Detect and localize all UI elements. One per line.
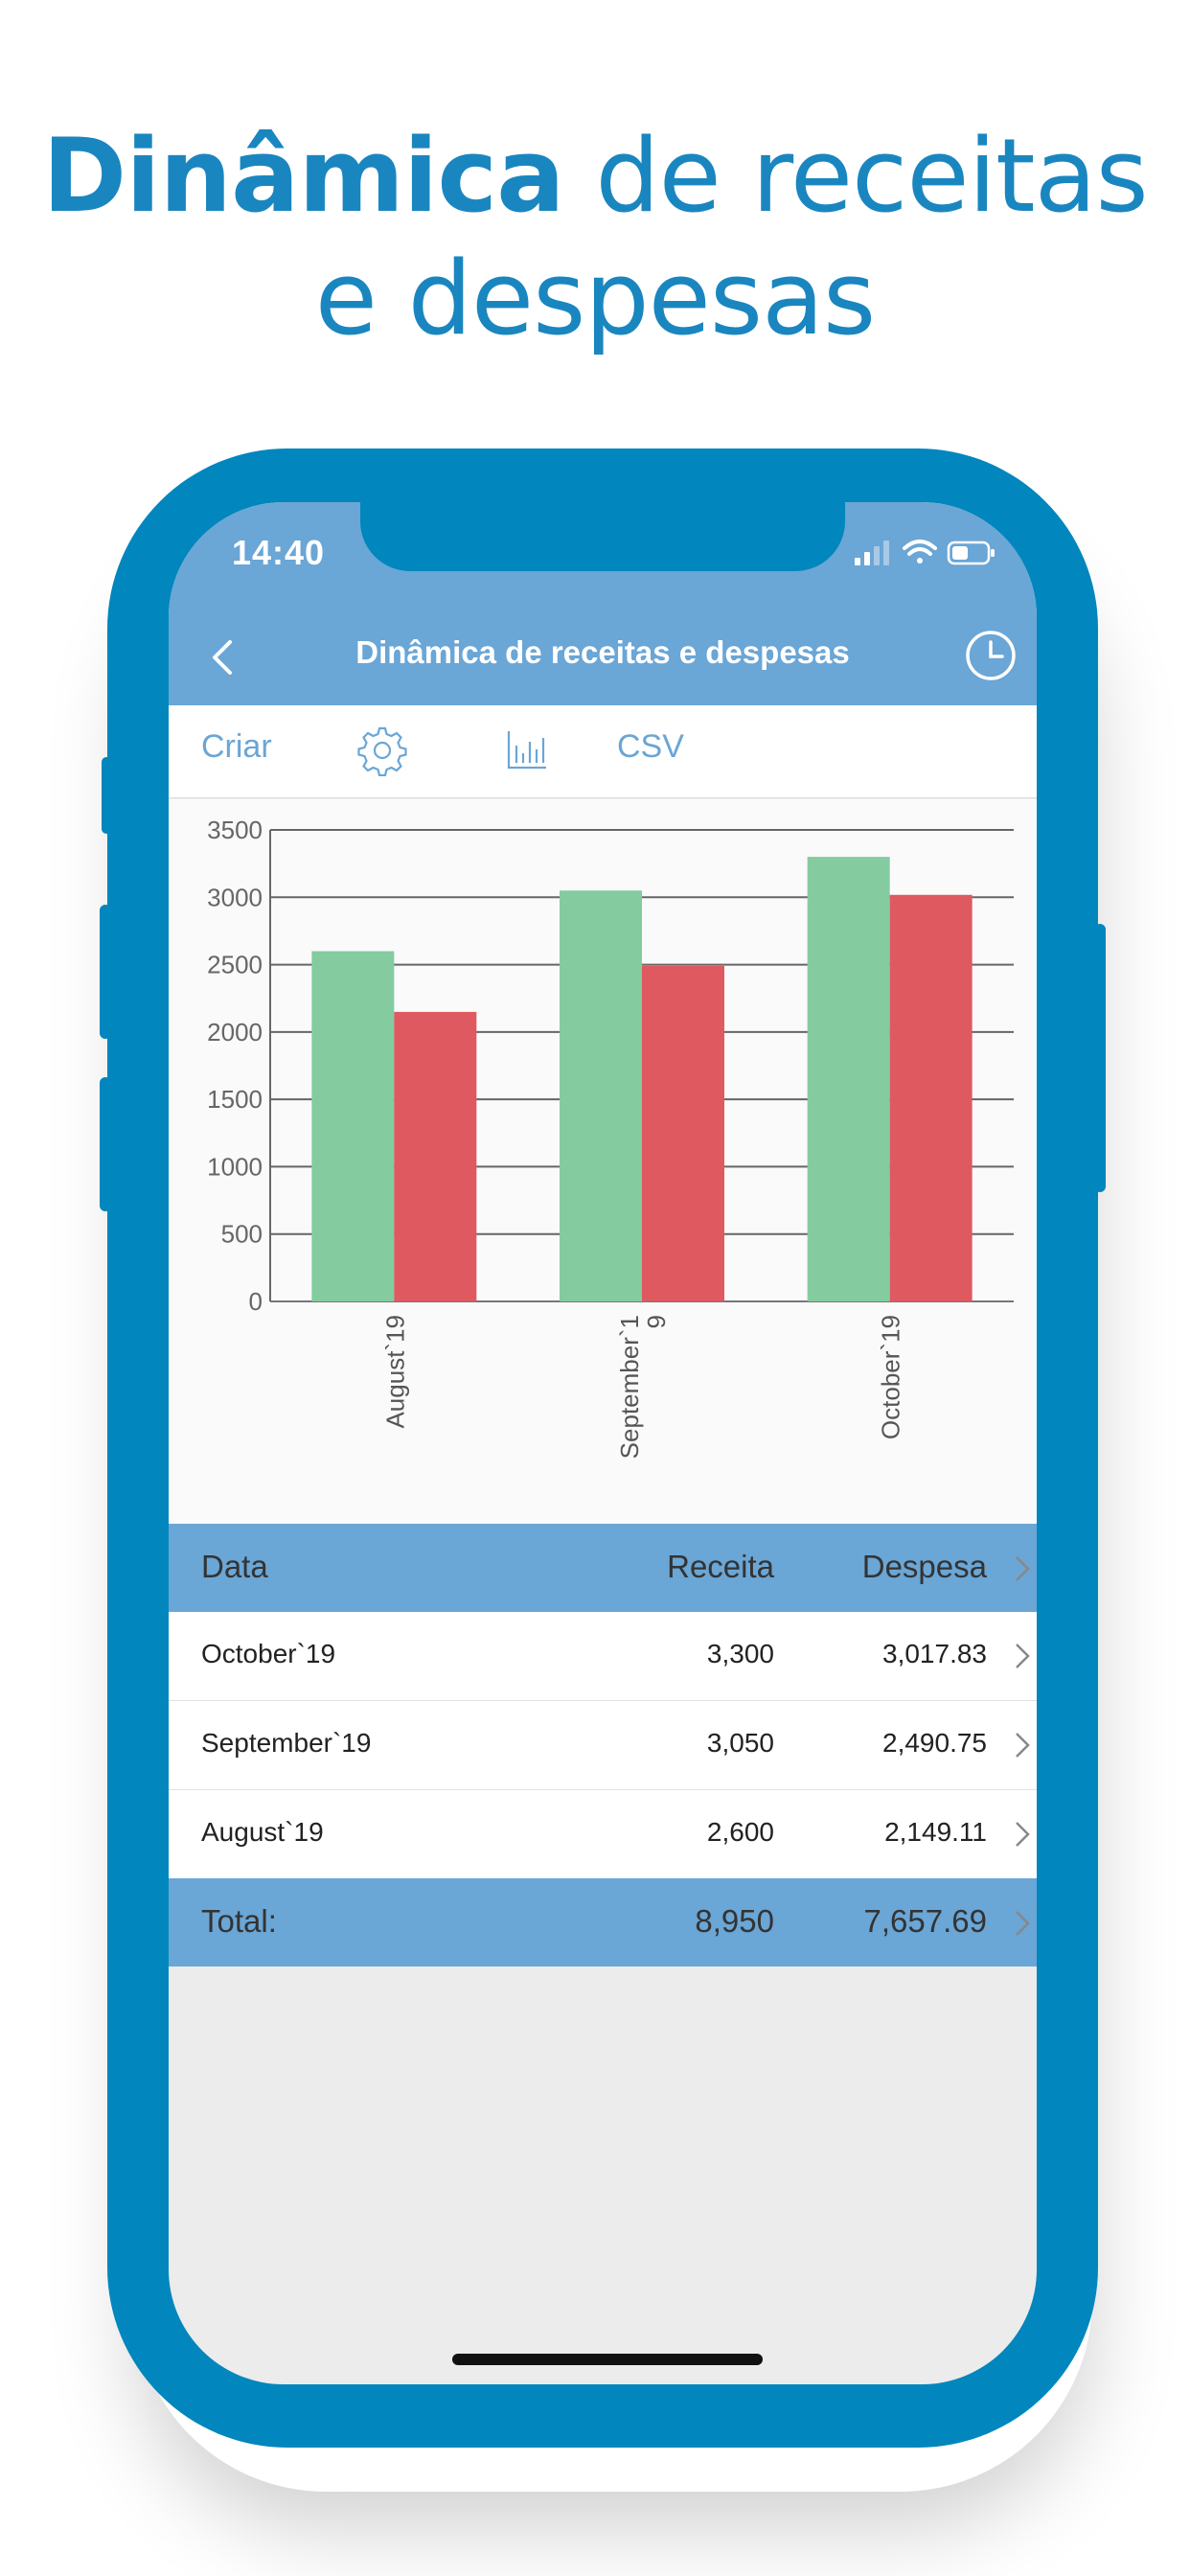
x-tick-label: October`19 — [877, 1315, 905, 1439]
chevron-right-icon — [1016, 1822, 1030, 1847]
row-income: 2,600 — [706, 1817, 774, 1847]
back-icon[interactable] — [207, 638, 240, 677]
app-header: 14:40 — [169, 502, 1037, 705]
screen-title: Dinâmica de receitas e despesas — [355, 634, 850, 670]
row-expense: 2,490.75 — [882, 1728, 987, 1758]
column-header-income: Receita — [667, 1549, 774, 1584]
bar-chart-icon[interactable] — [506, 728, 548, 770]
y-tick-label: 2500 — [207, 951, 263, 979]
battery-icon — [947, 540, 995, 565]
income-expense-bar-chart: 0 500 1000 1500 2000 2500 3000 3500 August`19 Sep… — [207, 816, 1014, 1459]
y-tick-label: 2000 — [207, 1018, 263, 1046]
y-tick-label: 1000 — [207, 1152, 263, 1181]
chevron-right-icon — [1016, 1556, 1030, 1581]
toolbar: Criar CSV — [169, 705, 1037, 798]
chevron-right-icon — [1016, 1644, 1030, 1668]
status-time: 14:40 — [232, 533, 326, 572]
headline-rest: de receitas — [563, 117, 1148, 235]
phone-notch — [360, 502, 845, 571]
row-income: 3,050 — [706, 1728, 774, 1758]
home-indicator[interactable] — [452, 2354, 763, 2365]
wifi-icon — [903, 540, 937, 564]
create-button[interactable]: Criar — [201, 728, 272, 765]
bar-income — [311, 951, 395, 1301]
bar-expense — [394, 1011, 477, 1301]
x-tick-label: September`19 — [615, 1315, 671, 1459]
chevron-right-icon — [1016, 1733, 1030, 1758]
column-header-date: Data — [201, 1549, 268, 1584]
total-income: 8,950 — [695, 1903, 774, 1939]
total-expense: 7,657.69 — [863, 1903, 987, 1939]
csv-export-button[interactable]: CSV — [617, 728, 684, 765]
y-tick-label: 1500 — [207, 1085, 263, 1114]
bar-expense — [889, 894, 973, 1301]
headline-bold: Dinâmica — [42, 117, 564, 235]
headline-line2: e despesas — [314, 240, 877, 357]
marketing-headline: Dinâmica de receitas e despesas — [0, 115, 1190, 360]
y-tick-label: 3500 — [207, 816, 263, 844]
history-clock-icon[interactable] — [964, 629, 1018, 682]
row-date: September`19 — [201, 1728, 372, 1758]
y-tick-label: 500 — [221, 1220, 263, 1249]
table-row[interactable]: October`19 3,300 3,017.83 — [169, 1612, 1037, 1701]
chevron-right-icon — [1016, 1911, 1030, 1936]
row-income: 3,300 — [706, 1639, 774, 1668]
bar-income — [560, 890, 642, 1301]
chart-area: 0 500 1000 1500 2000 2500 3000 3500 August`19 Sep… — [169, 799, 1037, 1524]
x-tick-label: August`19 — [380, 1315, 409, 1429]
row-date: October`19 — [201, 1639, 336, 1668]
row-expense: 3,017.83 — [882, 1639, 987, 1668]
phone-silent-switch — [102, 757, 111, 834]
phone-screen: 14:40 — [169, 502, 1037, 2384]
bar-income — [807, 857, 890, 1301]
y-tick-label: 3000 — [207, 883, 263, 911]
signal-icon — [855, 540, 889, 565]
table-total-row[interactable]: Total: 8,950 7,657.69 — [169, 1878, 1037, 1966]
bar-expense — [642, 965, 724, 1301]
total-label: Total: — [201, 1903, 277, 1939]
gear-icon[interactable] — [356, 724, 408, 776]
y-tick-label: 0 — [249, 1287, 263, 1316]
table-header: Data Receita Despesa — [169, 1524, 1037, 1612]
row-expense: 2,149.11 — [884, 1817, 987, 1847]
table-row[interactable]: September`19 3,050 2,490.75 — [169, 1701, 1037, 1790]
status-icons — [855, 537, 998, 574]
column-header-expense: Despesa — [861, 1549, 987, 1584]
row-date: August`19 — [201, 1817, 324, 1847]
table-row[interactable]: August`19 2,600 2,149.11 — [169, 1790, 1037, 1879]
